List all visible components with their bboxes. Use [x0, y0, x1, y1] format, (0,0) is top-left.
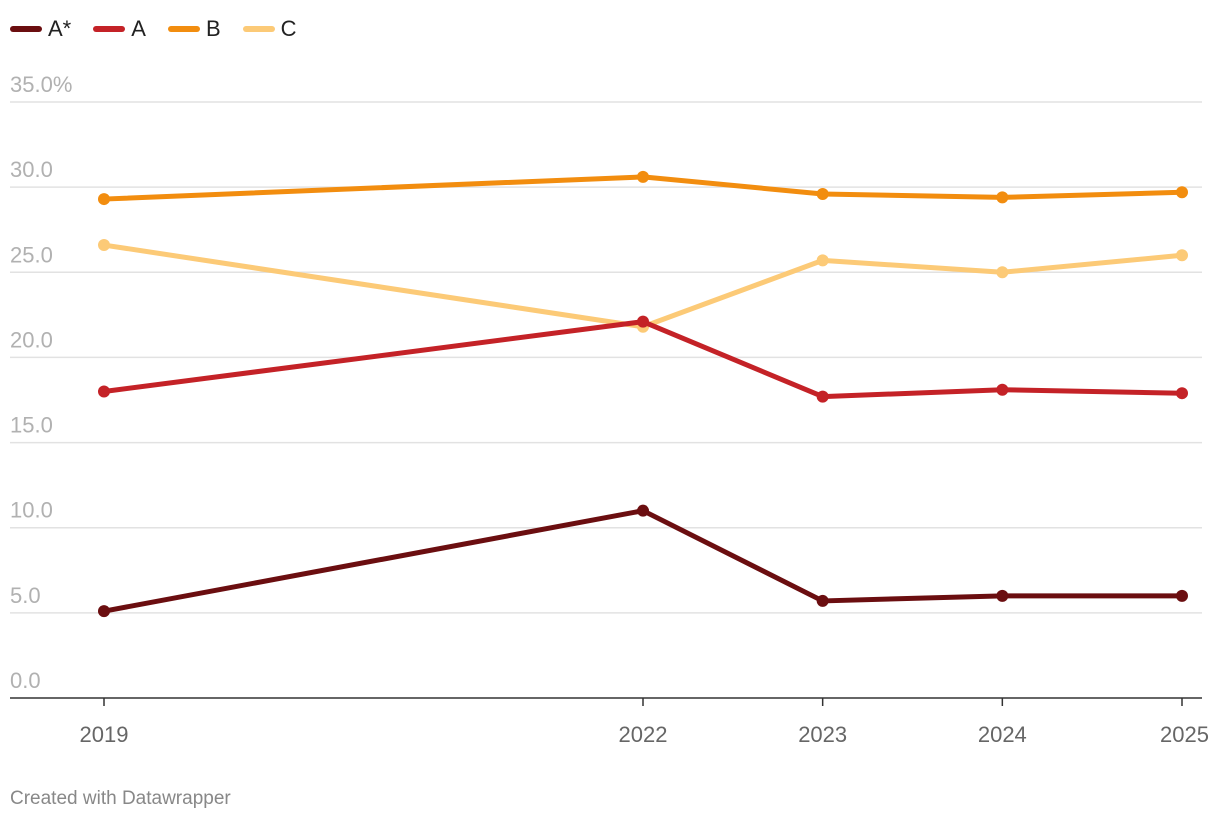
y-tick-label: 0.0 — [10, 668, 41, 693]
legend-label: A — [131, 16, 146, 41]
legend: A* A B C — [10, 16, 319, 42]
data-point — [1176, 249, 1188, 262]
data-point — [1176, 387, 1188, 400]
legend-label: C — [280, 16, 297, 41]
series-line-A — [101, 319, 1185, 400]
legend-swatch — [10, 26, 42, 32]
y-tick-label: 35.0% — [10, 72, 72, 97]
data-point — [98, 605, 110, 618]
y-tick-label: 15.0 — [10, 413, 53, 438]
y-tick-label: 10.0 — [10, 498, 53, 523]
legend-swatch — [93, 26, 126, 32]
data-point — [816, 390, 829, 403]
x-tick-label: 2019 — [80, 722, 129, 747]
x-tick-label: 2023 — [798, 722, 847, 747]
y-tick-label: 30.0 — [10, 157, 53, 182]
data-point — [816, 594, 829, 607]
legend-swatch — [167, 26, 200, 32]
y-tick-label: 5.0 — [10, 583, 41, 608]
legend-swatch — [242, 26, 275, 32]
y-axis-ticks: 0.0 5.0 10.0 15.0 20.0 25.0 30.0 35.0% — [10, 72, 72, 693]
data-point — [637, 170, 649, 183]
x-tick-label: 2025 — [1160, 722, 1209, 747]
data-point — [816, 187, 829, 200]
data-point — [816, 254, 829, 267]
legend-label: B — [205, 16, 221, 41]
data-point — [996, 589, 1009, 602]
data-point — [1176, 186, 1188, 199]
data-point — [1176, 589, 1188, 602]
series-line-Astar — [101, 508, 1185, 614]
legend-item-1: A — [93, 16, 146, 42]
legend-item-3: C — [242, 16, 297, 42]
series-lines — [98, 170, 1188, 618]
data-point — [996, 383, 1009, 396]
data-point — [98, 193, 110, 206]
data-point — [996, 191, 1009, 204]
data-point — [996, 266, 1009, 279]
series-line-C — [101, 242, 1185, 330]
data-point — [637, 315, 649, 328]
y-tick-label: 20.0 — [10, 327, 53, 352]
x-axis: 2019 2022 2023 2024 2025 — [10, 697, 1209, 747]
x-tick-label: 2022 — [619, 722, 668, 747]
legend-label: A* — [48, 16, 72, 41]
data-point — [98, 385, 110, 398]
credit-text: Created with Datawrapper — [10, 788, 231, 809]
data-point — [637, 504, 649, 517]
y-tick-label: 25.0 — [10, 242, 53, 267]
legend-item-0: A* — [10, 16, 71, 42]
x-tick-label: 2024 — [978, 722, 1027, 747]
legend-item-2: B — [167, 16, 221, 42]
data-point — [98, 239, 110, 252]
